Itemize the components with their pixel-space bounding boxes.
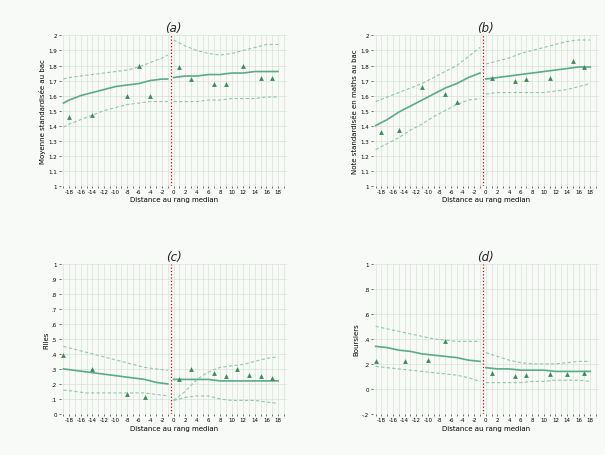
Point <box>580 369 589 376</box>
Point <box>544 75 554 82</box>
Point <box>88 112 97 120</box>
Point <box>522 76 531 84</box>
Title: (a): (a) <box>165 22 182 35</box>
Point <box>221 81 231 88</box>
Point <box>64 114 74 121</box>
Point <box>267 374 277 382</box>
Title: (c): (c) <box>166 250 182 263</box>
Point <box>580 64 589 71</box>
Y-axis label: Boursiers: Boursiers <box>353 323 359 355</box>
Point <box>59 352 68 359</box>
Point <box>394 127 404 135</box>
Point <box>238 63 248 70</box>
Point <box>232 365 242 373</box>
Point <box>487 75 497 82</box>
Point <box>376 129 386 136</box>
Point <box>221 373 231 380</box>
Point <box>568 58 578 66</box>
Point <box>487 369 497 376</box>
Point <box>417 84 427 91</box>
Title: (b): (b) <box>477 22 494 35</box>
Point <box>186 76 196 84</box>
Point <box>440 91 450 98</box>
Point <box>267 75 277 82</box>
Title: (d): (d) <box>477 250 494 263</box>
X-axis label: Distance au rang median: Distance au rang median <box>129 425 218 430</box>
Point <box>423 357 433 364</box>
Point <box>88 365 97 373</box>
Point <box>134 63 143 70</box>
X-axis label: Distance au rang median: Distance au rang median <box>129 197 218 203</box>
Point <box>400 358 410 365</box>
Point <box>544 370 554 378</box>
Point <box>140 394 149 401</box>
Point <box>209 370 219 377</box>
Point <box>440 338 450 345</box>
Point <box>371 358 381 365</box>
X-axis label: Distance au rang median: Distance au rang median <box>442 425 530 430</box>
Point <box>146 93 155 100</box>
Point <box>244 371 254 379</box>
Point <box>522 372 531 379</box>
Point <box>562 370 572 378</box>
Point <box>510 78 520 85</box>
Point <box>256 75 266 82</box>
Y-axis label: Note standardisée en maths au bac: Note standardisée en maths au bac <box>352 49 358 173</box>
Point <box>452 99 462 106</box>
Point <box>209 81 219 88</box>
Point <box>175 376 185 383</box>
Y-axis label: Moyenne standardisée au bac: Moyenne standardisée au bac <box>39 59 45 164</box>
Point <box>186 365 196 373</box>
Y-axis label: Filles: Filles <box>43 330 49 348</box>
X-axis label: Distance au rang median: Distance au rang median <box>442 197 530 203</box>
Point <box>122 93 132 100</box>
Point <box>510 373 520 380</box>
Point <box>122 391 132 398</box>
Point <box>175 64 185 71</box>
Point <box>256 373 266 380</box>
